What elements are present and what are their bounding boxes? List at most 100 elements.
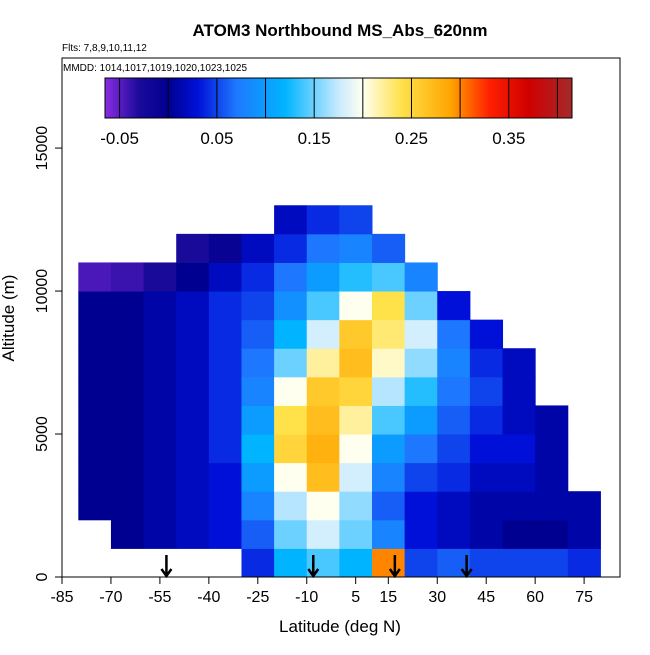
- cell: [469, 434, 504, 464]
- cell: [274, 491, 308, 521]
- cell: [306, 491, 340, 521]
- cell: [274, 519, 308, 549]
- cell: [339, 233, 373, 263]
- cell: [502, 376, 536, 406]
- cell: [78, 262, 112, 292]
- cells: [78, 205, 601, 578]
- cell: [502, 348, 536, 378]
- cell: [404, 434, 438, 464]
- cell: [404, 291, 438, 321]
- cell: [208, 233, 242, 263]
- cell: [78, 434, 112, 464]
- cell: [241, 348, 275, 378]
- cell: [176, 262, 210, 292]
- cell: [469, 348, 504, 378]
- x-tick-label: -25: [246, 589, 269, 606]
- cell: [176, 291, 210, 321]
- cell: [110, 376, 145, 406]
- cell: [535, 491, 569, 521]
- cell: [143, 405, 177, 435]
- chart-title: ATOM3 Northbound MS_Abs_620nm: [192, 21, 487, 40]
- cell: [176, 462, 210, 492]
- cell: [274, 262, 308, 292]
- cell: [339, 376, 373, 406]
- cell: [372, 291, 406, 321]
- cell: [176, 519, 210, 549]
- cell: [372, 491, 406, 521]
- cell: [372, 548, 406, 578]
- cell: [339, 319, 373, 349]
- cell: [372, 376, 406, 406]
- cell: [469, 462, 504, 492]
- colorbar: [104, 77, 573, 119]
- y-tick-label: 0: [34, 572, 51, 581]
- cell: [208, 319, 242, 349]
- cell: [372, 262, 406, 292]
- cell: [306, 462, 340, 492]
- cell: [306, 319, 340, 349]
- cell: [469, 405, 504, 435]
- x-tick-label: 60: [526, 589, 544, 606]
- cell: [110, 262, 145, 292]
- cell: [78, 462, 112, 492]
- cell: [176, 434, 210, 464]
- y-tick-label: 5000: [34, 416, 51, 452]
- cell: [502, 462, 536, 492]
- cell: [535, 519, 569, 549]
- cell: [208, 405, 242, 435]
- cell: [110, 348, 145, 378]
- arrow: [388, 555, 401, 579]
- cell: [306, 291, 340, 321]
- cell: [469, 548, 504, 578]
- cell: [306, 348, 340, 378]
- cell: [110, 434, 145, 464]
- cell: [274, 233, 308, 263]
- cell: [110, 462, 145, 492]
- cell: [437, 462, 471, 492]
- cell: [110, 291, 145, 321]
- cell: [274, 319, 308, 349]
- x-tick-label: -40: [197, 589, 220, 606]
- cell: [274, 348, 308, 378]
- cell: [208, 348, 242, 378]
- cell: [535, 548, 569, 578]
- cell: [176, 376, 210, 406]
- cell: [176, 348, 210, 378]
- cell: [306, 519, 340, 549]
- cell: [274, 548, 308, 578]
- arrow: [460, 555, 473, 579]
- cell: [339, 548, 373, 578]
- x-tick-label: -10: [295, 589, 318, 606]
- cell: [339, 205, 373, 235]
- cell: [469, 319, 504, 349]
- cell: [143, 319, 177, 349]
- cell: [274, 376, 308, 406]
- cell: [306, 205, 340, 235]
- cell: [143, 434, 177, 464]
- colorbar-tick-label: -0.05: [100, 129, 139, 148]
- cell: [339, 434, 373, 464]
- cell: [437, 434, 471, 464]
- cell: [274, 405, 308, 435]
- cell: [143, 462, 177, 492]
- cell: [535, 462, 569, 492]
- cell: [437, 405, 471, 435]
- cell: [372, 233, 406, 263]
- cell: [502, 519, 536, 549]
- cell: [208, 262, 242, 292]
- x-tick-label: 45: [477, 589, 495, 606]
- cell: [404, 262, 438, 292]
- arrow: [307, 555, 320, 579]
- colorbar-tick-label: 0.35: [492, 129, 525, 148]
- cell: [306, 405, 340, 435]
- cell: [404, 376, 438, 406]
- y-axis-label: Altitude (m): [0, 275, 18, 362]
- cell: [110, 491, 145, 521]
- cell: [404, 548, 438, 578]
- cell: [274, 462, 308, 492]
- cell: [372, 519, 406, 549]
- cell: [306, 434, 340, 464]
- cell: [437, 291, 471, 321]
- cell: [241, 376, 275, 406]
- colorbar-tick-label: 0.05: [200, 129, 233, 148]
